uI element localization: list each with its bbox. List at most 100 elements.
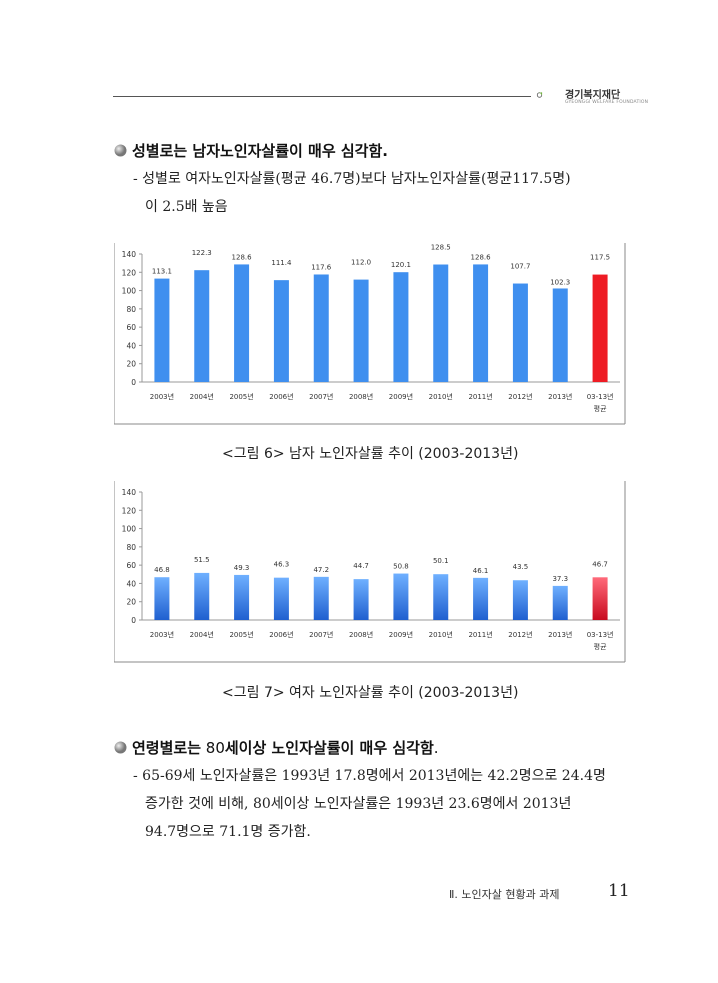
data-label: 50.1 bbox=[433, 557, 449, 565]
bar bbox=[194, 270, 210, 382]
x-tick-label: 2007년 bbox=[309, 392, 333, 401]
page-number: 11 bbox=[608, 881, 630, 901]
data-label: 120.1 bbox=[391, 261, 411, 269]
paragraph-line: - 성별로 여자노인자살률(평균 46.7명)보다 남자노인자살률(평균117.… bbox=[133, 171, 571, 187]
heading-part: 세이상 노인자살률이 매우 심각함 bbox=[224, 739, 434, 757]
heading-part: . bbox=[433, 739, 439, 757]
y-tick-label: 120 bbox=[122, 268, 137, 277]
x-tick-label: 2003년 bbox=[150, 630, 174, 639]
figure-caption: <그림 6> 남자 노인자살률 추이 (2003-2013년) bbox=[222, 446, 519, 462]
data-label: 46.1 bbox=[473, 567, 489, 575]
data-label: 46.3 bbox=[274, 561, 290, 569]
header-rule bbox=[113, 96, 531, 97]
x-tick-label: 2008년 bbox=[349, 630, 373, 639]
y-tick-label: 20 bbox=[126, 598, 136, 607]
bar bbox=[194, 572, 210, 620]
figure-caption: <그림 7> 여자 노인자살률 추이 (2003-2013년) bbox=[222, 685, 519, 701]
footer-chapter: Ⅱ. 노인자살 현황과 과제 bbox=[449, 888, 560, 901]
data-label: 113.1 bbox=[152, 268, 172, 276]
x-tick-label: 2008년 bbox=[349, 392, 373, 401]
data-label: 128.6 bbox=[471, 253, 492, 261]
y-tick-label: 80 bbox=[126, 543, 136, 552]
y-tick-label: 60 bbox=[126, 323, 136, 332]
bar bbox=[512, 580, 528, 620]
y-tick-label: 40 bbox=[126, 579, 136, 588]
data-label: 122.3 bbox=[192, 249, 212, 257]
y-tick-label: 20 bbox=[126, 360, 136, 369]
bar-average bbox=[592, 274, 608, 382]
logo-subtitle: GYEONGGI WELFARE FOUNDATION bbox=[565, 100, 649, 105]
x-tick-label: 2005년 bbox=[229, 630, 253, 639]
bar bbox=[393, 272, 409, 382]
y-tick-label: 60 bbox=[126, 561, 136, 570]
data-label: 128.6 bbox=[232, 253, 253, 261]
paragraph-line: 증가한 것에 비해, 80세이상 노인자살률은 1993년 23.6명에서 20… bbox=[145, 796, 572, 812]
y-tick-label: 100 bbox=[122, 525, 137, 534]
data-label: 128.5 bbox=[431, 244, 451, 252]
x-tick-label: 2004년 bbox=[190, 630, 214, 639]
data-label: 112.0 bbox=[351, 259, 371, 267]
data-label: 117.5 bbox=[590, 254, 610, 262]
foundation-logo-icon bbox=[536, 92, 543, 98]
x-tick-label: 03-13년 bbox=[587, 630, 614, 639]
x-tick-label: 평균 bbox=[594, 404, 607, 413]
y-tick-label: 0 bbox=[131, 616, 136, 625]
x-tick-label: 2003년 bbox=[150, 392, 174, 401]
paragraph-line: 이 2.5배 높음 bbox=[145, 199, 228, 215]
bar bbox=[433, 574, 449, 620]
y-tick-label: 140 bbox=[122, 250, 137, 259]
bullet-icon bbox=[114, 741, 127, 754]
data-label: 117.6 bbox=[311, 263, 332, 271]
x-tick-label: 2012년 bbox=[508, 630, 532, 639]
bar bbox=[353, 279, 369, 382]
bar bbox=[353, 579, 369, 620]
data-label: 107.7 bbox=[510, 263, 530, 271]
x-tick-label: 2004년 bbox=[190, 392, 214, 401]
x-tick-label: 평균 bbox=[594, 642, 607, 651]
bar bbox=[154, 577, 170, 620]
x-tick-label: 2011년 bbox=[468, 630, 492, 639]
bar bbox=[234, 574, 250, 620]
paragraph-line: 94.7명으로 71.1명 증가함. bbox=[145, 824, 311, 840]
x-tick-label: 2011년 bbox=[468, 392, 492, 401]
section-heading-gender: 성별로는 남자노인자살률이 매우 심각함. bbox=[132, 142, 388, 160]
y-tick-label: 120 bbox=[122, 506, 137, 515]
bullet-icon bbox=[114, 144, 127, 157]
bar-average bbox=[592, 577, 608, 620]
data-label: 46.7 bbox=[592, 560, 608, 568]
bar bbox=[154, 278, 170, 382]
x-tick-label: 2013년 bbox=[548, 630, 572, 639]
bar bbox=[313, 274, 329, 382]
y-tick-label: 100 bbox=[122, 287, 137, 296]
x-tick-label: 2006년 bbox=[269, 392, 293, 401]
y-tick-label: 40 bbox=[126, 341, 136, 350]
paragraph-line: - 65-69세 노인자살률은 1993년 17.8명에서 2013년에는 42… bbox=[133, 768, 606, 784]
bar bbox=[313, 576, 329, 620]
data-label: 49.3 bbox=[234, 564, 250, 572]
heading-part: 연령별로는 bbox=[132, 739, 202, 757]
data-label: 51.5 bbox=[194, 556, 210, 564]
x-tick-label: 2010년 bbox=[429, 630, 453, 639]
logo-text: 경기복지재단 bbox=[565, 90, 621, 101]
data-label: 47.2 bbox=[313, 566, 329, 574]
x-tick-label: 2009년 bbox=[389, 392, 413, 401]
data-label: 102.3 bbox=[550, 278, 570, 286]
data-label: 111.4 bbox=[271, 259, 292, 267]
bar bbox=[473, 577, 489, 620]
heading-part: 80 bbox=[201, 739, 225, 757]
male-suicide-rate-chart: 0 20 40 60 80 100 120 140 113.1 2003년 122.3 2004년 12… bbox=[114, 243, 626, 425]
data-label: 50.8 bbox=[393, 563, 409, 571]
data-label: 37.3 bbox=[552, 575, 568, 583]
y-tick-label: 140 bbox=[122, 488, 137, 497]
data-label: 43.5 bbox=[513, 563, 529, 571]
x-tick-label: 03-13년 bbox=[587, 392, 614, 401]
bar bbox=[273, 577, 289, 620]
y-tick-label: 80 bbox=[126, 305, 136, 314]
female-suicide-rate-chart: 0 20 40 60 80 100 120 140 46.8 2003년 51.5 2004년 49.3… bbox=[114, 481, 626, 663]
x-tick-label: 2013년 bbox=[548, 392, 572, 401]
bar bbox=[234, 264, 250, 382]
bar bbox=[393, 573, 409, 620]
bar bbox=[473, 264, 489, 382]
x-tick-label: 2007년 bbox=[309, 630, 333, 639]
bar bbox=[552, 288, 568, 382]
